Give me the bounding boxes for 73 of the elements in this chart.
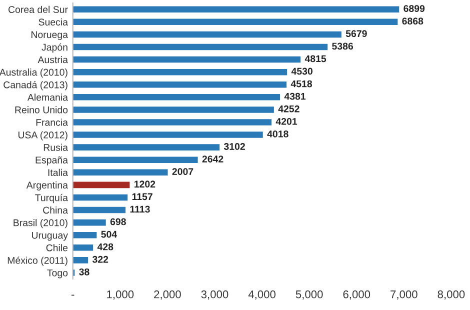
data-label: 322 xyxy=(92,256,108,263)
bar xyxy=(72,257,88,264)
data-label: 3102 xyxy=(224,143,245,150)
y-tick-label: Francia xyxy=(36,118,68,126)
bar xyxy=(72,6,400,13)
bar xyxy=(72,106,274,113)
bar xyxy=(72,31,342,38)
y-tick-label: Noruega xyxy=(31,31,68,40)
data-label: 698 xyxy=(110,218,126,226)
bar xyxy=(72,94,280,100)
bar xyxy=(72,132,263,138)
y-tick-label: Togo xyxy=(47,270,68,278)
data-label: 1202 xyxy=(134,180,156,188)
y-tick-label: Alemania xyxy=(27,94,68,101)
y-tick-label: Suecia xyxy=(38,18,68,26)
data-label: 2642 xyxy=(202,156,224,162)
y-tick-label: Brasil (2010) xyxy=(14,219,68,228)
bar xyxy=(72,18,398,26)
y-tick-label: USA (2012) xyxy=(18,131,68,140)
data-label: 4530 xyxy=(291,68,312,75)
data-label: 2007 xyxy=(172,168,194,176)
bar xyxy=(72,68,288,76)
y-tick-label: Turquía xyxy=(35,194,68,204)
data-label: 6868 xyxy=(402,18,424,25)
x-tick-label: 5,000 xyxy=(296,290,323,300)
x-tick-label: 6,000 xyxy=(343,290,370,300)
data-label: 5386 xyxy=(332,42,354,50)
y-tick-label: España xyxy=(36,156,68,166)
bar xyxy=(72,182,130,188)
x-tick-label: 2,000 xyxy=(154,290,181,300)
data-label: 5679 xyxy=(346,30,367,38)
x-tick-label: 7,000 xyxy=(390,290,418,300)
data-label: 4518 xyxy=(290,80,312,88)
y-tick-label: Rusia xyxy=(44,144,68,151)
bar xyxy=(72,156,198,163)
y-tick-label: Italia xyxy=(48,168,68,176)
bar xyxy=(72,144,220,150)
data-label: 4018 xyxy=(267,130,288,138)
data-label: 428 xyxy=(97,243,114,250)
y-tick-label: Japón xyxy=(42,43,68,53)
y-tick-label: Corea del Sur xyxy=(8,6,68,13)
data-label: 4381 xyxy=(284,92,306,100)
data-label: 4252 xyxy=(278,105,300,112)
bar xyxy=(72,244,94,251)
y-tick-label: México (2011) xyxy=(8,256,68,266)
y-tick-label: China xyxy=(43,206,68,214)
data-label: 504 xyxy=(101,230,118,238)
x-tick-label: 3,000 xyxy=(201,290,228,300)
y-tick-label: Austria xyxy=(38,56,68,64)
data-label: 38 xyxy=(79,268,90,276)
data-label: 4201 xyxy=(276,118,298,125)
bar xyxy=(72,232,97,238)
y-tick-label: Reino Unido xyxy=(15,106,68,114)
data-label: 4815 xyxy=(304,55,326,62)
data-label: 1113 xyxy=(130,206,150,213)
y-tick-label: Chile xyxy=(46,244,68,252)
y-tick-label: Uruguay xyxy=(32,232,68,241)
x-tick-label: - xyxy=(71,294,74,296)
x-tick-label: 4,000 xyxy=(248,290,276,300)
y-tick-label: Argentina xyxy=(26,181,68,190)
bar xyxy=(72,119,272,126)
y-tick-label: Canadá (2013) xyxy=(4,81,68,90)
x-tick-label: 8,000 xyxy=(438,290,465,300)
x-tick-label: 1,000 xyxy=(107,290,134,300)
bar xyxy=(72,194,128,201)
bar xyxy=(72,56,301,63)
data-label: 6899 xyxy=(404,5,425,12)
bar xyxy=(72,219,106,226)
bar xyxy=(72,206,126,214)
bar xyxy=(72,81,287,88)
data-label: 1157 xyxy=(132,193,152,200)
bar xyxy=(72,44,328,50)
bar xyxy=(72,169,168,176)
